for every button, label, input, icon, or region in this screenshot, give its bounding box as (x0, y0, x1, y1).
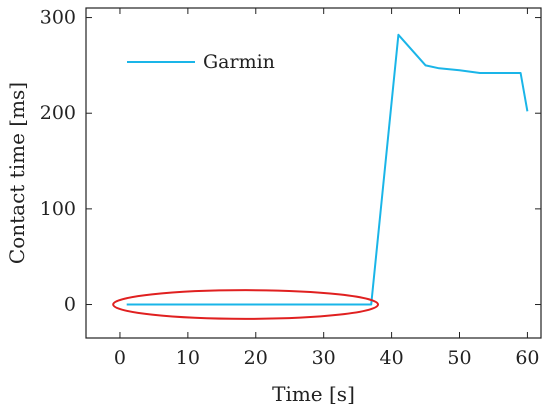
y-tick-label: 200 (40, 102, 76, 124)
series-line-garmin (126, 33, 529, 306)
legend-label-garmin: Garmin (203, 51, 275, 73)
x-tick-label: 30 (312, 347, 336, 369)
x-tick-label: 60 (515, 347, 539, 369)
legend: Garmin (127, 51, 275, 73)
x-axis-label: Time [s] (272, 382, 355, 406)
annotation-group (112, 289, 380, 320)
y-axis-label: Contact time [ms] (5, 82, 29, 264)
highlight-ellipse (112, 289, 380, 320)
x-tick-label: 50 (447, 347, 471, 369)
x-tick-label: 10 (176, 347, 200, 369)
y-tick-label: 100 (40, 198, 76, 220)
x-tick-label: 40 (380, 347, 404, 369)
y-tick-label: 0 (64, 294, 76, 316)
x-tick-label: 20 (244, 347, 268, 369)
y-tick-label: 300 (40, 7, 76, 29)
x-tick-label: 0 (114, 347, 126, 369)
plot-frame-group (85, 7, 542, 339)
series-group (126, 33, 529, 306)
ticks-group: 0 10 20 30 40 50 60 0 100 200 300 (40, 7, 541, 369)
plot-frame (85, 7, 542, 339)
